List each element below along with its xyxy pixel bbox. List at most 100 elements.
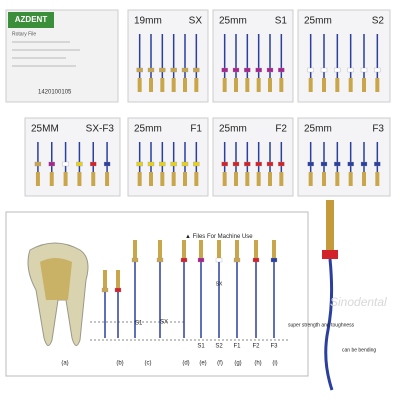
file-label: F1 <box>233 344 241 350</box>
file-stop <box>232 161 240 167</box>
pack-length: 25MM <box>31 124 59 135</box>
file-stop <box>136 161 143 167</box>
file-stop <box>374 67 381 73</box>
file-handle <box>268 172 272 186</box>
pack-size: F3 <box>372 124 384 135</box>
file-stop <box>347 67 354 73</box>
file-stop <box>233 257 241 263</box>
pack-length: 25mm <box>304 16 332 27</box>
file-handle <box>105 172 110 186</box>
file-stop <box>76 161 83 167</box>
pack-size: F1 <box>190 124 202 135</box>
file-stop <box>244 67 251 73</box>
file-stop <box>34 161 42 167</box>
file-handle <box>235 240 239 258</box>
file-stop <box>197 257 205 263</box>
file-stop <box>62 161 69 167</box>
file-handle <box>103 270 107 288</box>
file-handle <box>137 78 142 92</box>
caption: (c) <box>145 361 152 367</box>
file-label: F2 <box>252 344 260 350</box>
file-handle <box>335 172 340 186</box>
file-stop <box>320 67 328 73</box>
file-stop <box>147 67 155 73</box>
file-handle <box>362 78 366 92</box>
file-stop <box>90 161 97 167</box>
file-handle <box>308 78 313 92</box>
file-label: SX <box>160 320 168 326</box>
file-handle <box>245 78 250 92</box>
file-stop <box>278 161 285 167</box>
file-stop <box>101 287 109 293</box>
file-handle <box>149 78 153 92</box>
file-stop <box>159 67 166 73</box>
file-handle <box>183 78 187 92</box>
file-handle <box>158 240 162 258</box>
file-handle <box>160 78 165 92</box>
file-handle <box>348 78 353 92</box>
file-handle <box>199 240 203 258</box>
pack-size: S2 <box>372 16 385 27</box>
file-handle <box>182 240 186 258</box>
pack-length: 25mm <box>304 124 332 135</box>
annotation: can be bending <box>342 347 376 353</box>
file-handle <box>222 78 227 92</box>
file-handle <box>217 240 221 258</box>
file-stop <box>170 161 177 167</box>
file-blade <box>324 258 334 391</box>
watermark: Sinodental <box>330 295 387 309</box>
file-handle <box>160 172 165 186</box>
brand: AZDENT <box>15 15 48 24</box>
pack-length: 25mm <box>219 124 247 135</box>
caption: (h) <box>254 361 261 367</box>
file-handle <box>77 172 82 186</box>
file-stop <box>114 287 122 293</box>
file-handle <box>171 78 176 92</box>
file-stop <box>278 67 285 73</box>
file-handle <box>256 172 261 186</box>
pack-length: 19mm <box>134 16 162 27</box>
caption: (f) <box>217 361 223 367</box>
pack-size: S1 <box>275 16 288 27</box>
diagram-frame <box>5 211 309 377</box>
file-stop <box>374 161 381 167</box>
file-handle <box>322 78 326 92</box>
file-stop <box>215 257 223 263</box>
file-stop <box>232 67 240 73</box>
file-label: S2 <box>215 344 223 350</box>
file-handle <box>254 240 258 258</box>
file-handle <box>49 172 54 186</box>
file-stop <box>221 67 228 73</box>
file-label: F3 <box>270 344 278 350</box>
caption: (i) <box>272 361 277 367</box>
pack-length: 25mm <box>219 16 247 27</box>
file-stop <box>307 67 314 73</box>
file-stop <box>266 67 274 73</box>
file-stop <box>147 161 155 167</box>
file-stop <box>181 67 189 73</box>
file-handle <box>137 172 142 186</box>
file-handle <box>245 172 250 186</box>
annotation: super strength and toughness <box>288 322 355 328</box>
file-stop <box>347 161 354 167</box>
file-handle <box>375 78 380 92</box>
file-handle <box>362 172 366 186</box>
pack-length: 25mm <box>134 124 162 135</box>
caption: (e) <box>199 361 206 367</box>
file-stop <box>136 67 143 73</box>
file-handle <box>322 172 326 186</box>
file-handle <box>326 200 334 250</box>
file-stop <box>170 67 177 73</box>
file-stop <box>320 161 328 167</box>
file-handle <box>171 172 176 186</box>
file-handle <box>116 270 120 288</box>
file-handle <box>268 78 272 92</box>
file-stop <box>322 250 338 259</box>
file-handle <box>194 78 199 92</box>
file-stop <box>221 161 228 167</box>
file-stop <box>159 161 166 167</box>
pack-size: SX <box>189 16 203 27</box>
brand-band <box>8 12 54 28</box>
file-handle <box>194 172 199 186</box>
